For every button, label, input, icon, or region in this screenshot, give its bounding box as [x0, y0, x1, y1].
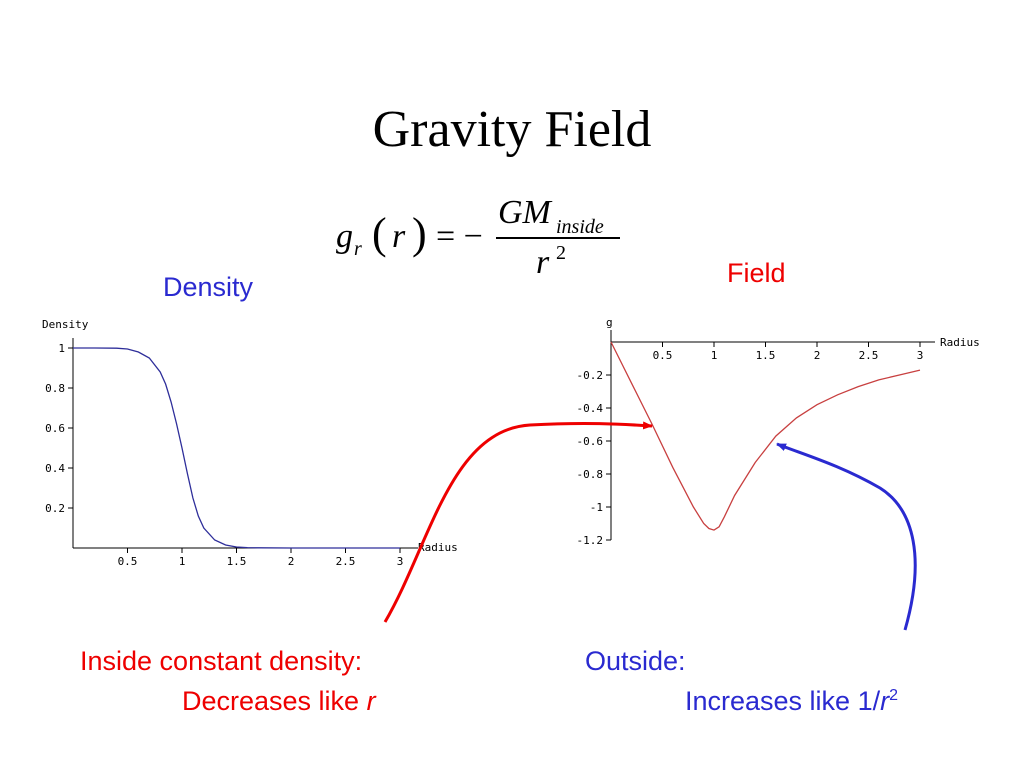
- field-series-line: [610, 341, 921, 531]
- field-ytick-label: -0.8: [577, 468, 604, 481]
- density-xtick-label: 3: [397, 555, 404, 568]
- formula-denominator-exponent: 2: [556, 242, 566, 264]
- field-label: Field: [727, 258, 786, 288]
- formula-paren-left: (: [372, 209, 387, 258]
- density-xtick-label: 2: [288, 555, 295, 568]
- density-ytick-label: 0.8: [45, 382, 65, 395]
- density-ytick-label: 1: [58, 342, 65, 355]
- field-ytick-label: -1.2: [577, 534, 604, 547]
- density-ylabel: Density: [42, 318, 89, 331]
- formula-equals: = −: [436, 218, 483, 255]
- field-xtick-label: 2.5: [859, 349, 879, 362]
- field-xtick-label: 1: [711, 349, 718, 362]
- outside-arrow: [776, 442, 917, 631]
- density-xtick-label: 1: [179, 555, 186, 568]
- outside-label-line2: Increases like 1/r2: [685, 686, 898, 717]
- field-xtick-label: 2: [814, 349, 821, 362]
- density-xtick-label: 2.5: [336, 555, 356, 568]
- density-chart: Density Radius 0.5 1 1.5 2 2.5 3 0.2 0.4 0.6 0.8…: [42, 318, 458, 568]
- inside-label-line1: Inside constant density:: [80, 646, 363, 676]
- formula-paren-right: ): [412, 209, 427, 258]
- outside-label-line1: Outside:: [585, 646, 686, 676]
- formula-arg: r: [392, 218, 406, 255]
- field-ytick-label: -0.4: [577, 402, 604, 415]
- formula-numerator: GM: [498, 194, 551, 231]
- density-ytick-label: 0.2: [45, 502, 65, 515]
- density-ytick-label: 0.6: [45, 422, 65, 435]
- inside-arrow: [383, 421, 653, 623]
- inside-label-var: r: [366, 686, 376, 716]
- inside-label-line2: Decreases like r: [182, 686, 376, 717]
- field-ylabel: g: [606, 316, 613, 329]
- field-xlabel: Radius: [940, 336, 980, 349]
- field-ytick-label: -0.6: [577, 435, 604, 448]
- formula-denominator: r: [536, 244, 550, 281]
- formula-fraction-bar: [496, 237, 620, 239]
- outside-label-var: r: [880, 686, 890, 716]
- density-xtick-label: 0.5: [118, 555, 138, 568]
- outside-label-exp: 2: [889, 687, 898, 704]
- formula-g: g: [336, 218, 353, 255]
- field-ytick-label: -1: [590, 501, 603, 514]
- field-xtick-label: 0.5: [653, 349, 673, 362]
- formula-numerator-subscript: inside: [556, 216, 604, 238]
- density-series-line: [73, 347, 400, 549]
- field-xtick-label: 3: [917, 349, 924, 362]
- density-xtick-label: 1.5: [227, 555, 247, 568]
- field-chart: g Radius 0.5 1 1.5 2 2.5 3 -0.2 -0.4 -0.6 -0.8 -1…: [577, 316, 980, 547]
- outside-label-text: Increases like 1/: [685, 686, 881, 716]
- field-xtick-label: 1.5: [756, 349, 776, 362]
- density-label: Density: [163, 272, 254, 302]
- formula-g-subscript: r: [354, 238, 362, 260]
- field-ytick-label: -0.2: [577, 369, 604, 382]
- density-ytick-label: 0.4: [45, 462, 65, 475]
- inside-label-text: Decreases like: [182, 686, 367, 716]
- slide-title: Gravity Field: [372, 101, 652, 158]
- density-xlabel: Radius: [418, 541, 458, 554]
